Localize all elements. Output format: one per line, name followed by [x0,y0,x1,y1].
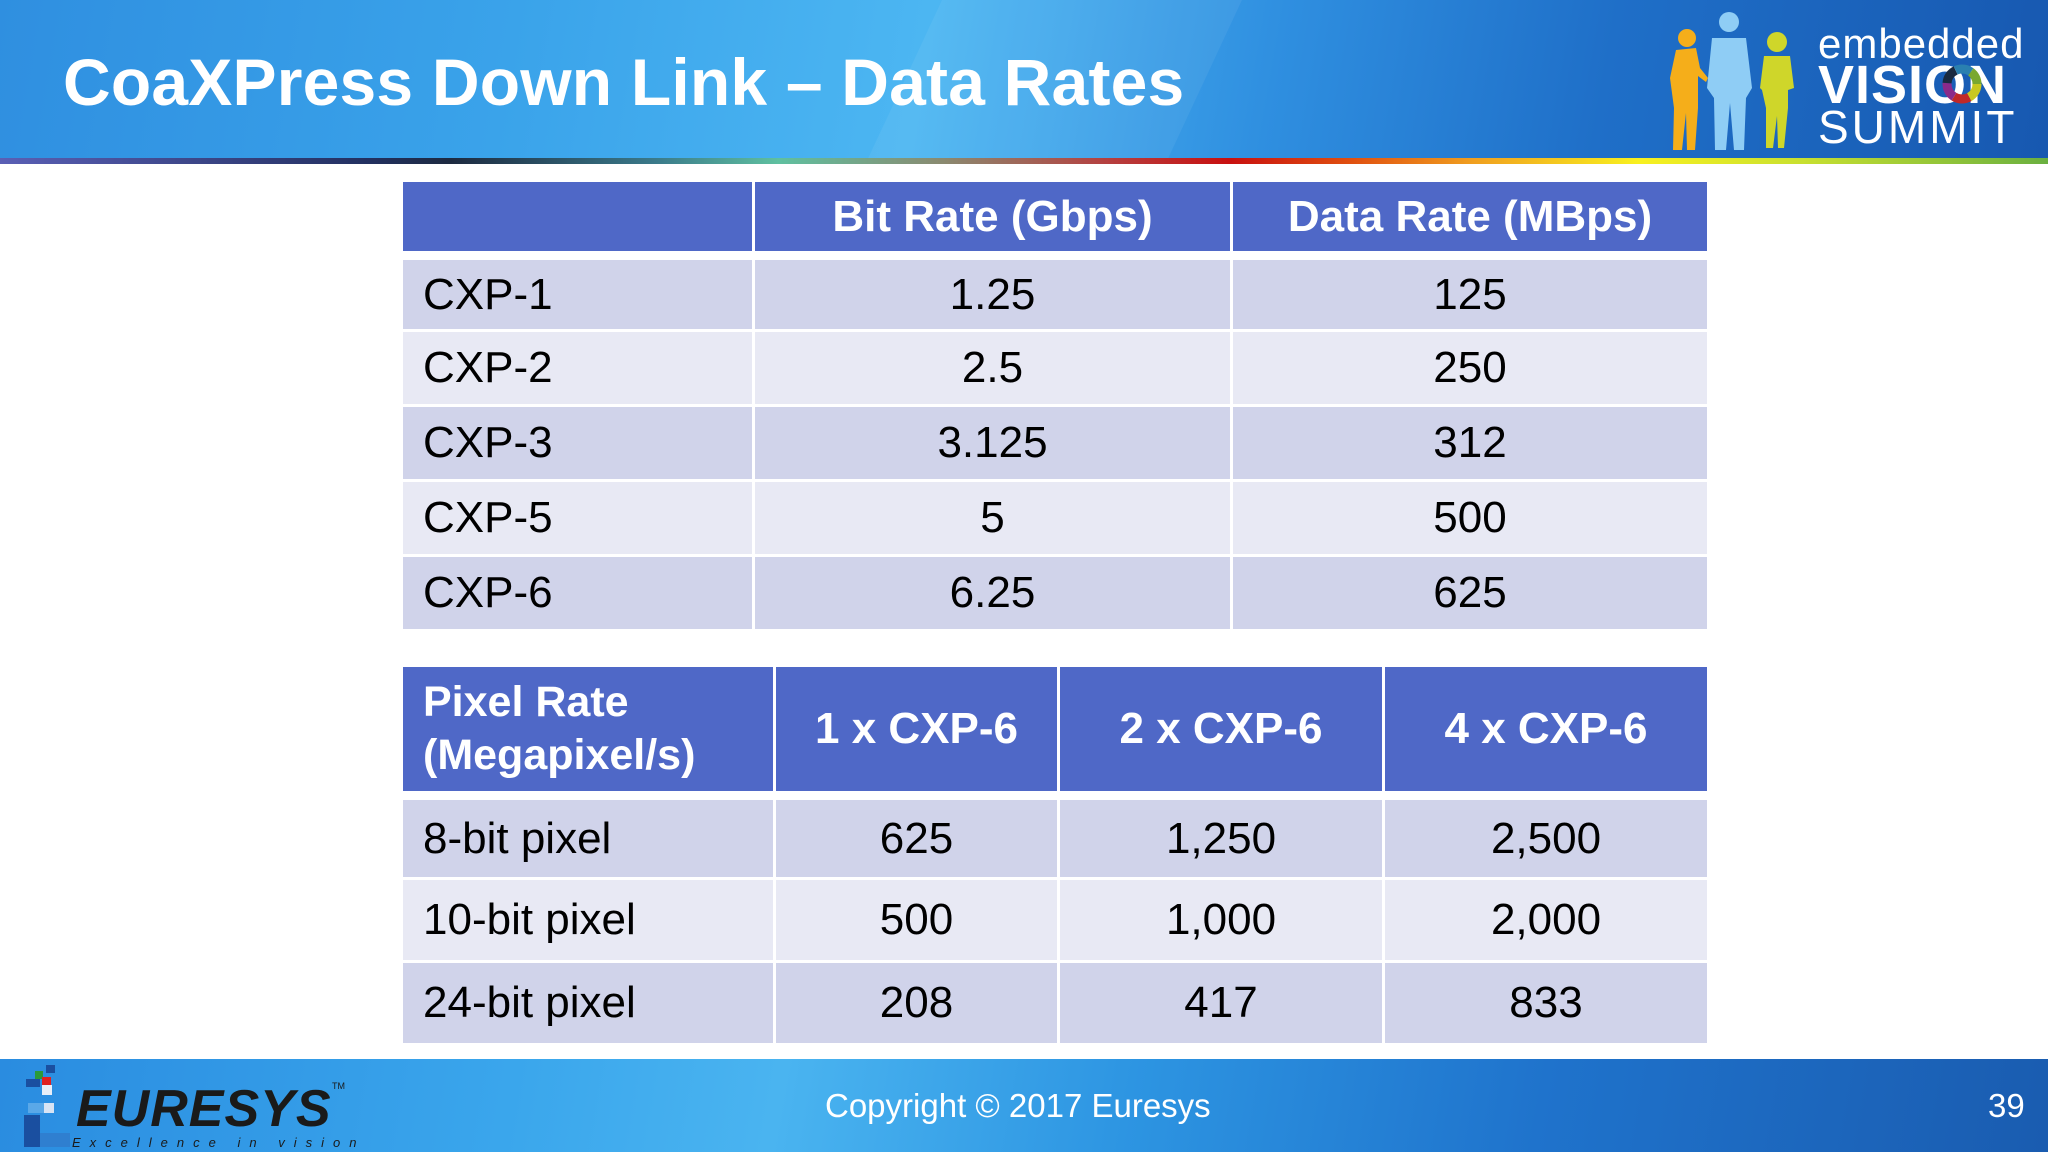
table2-row-label: 8-bit pixel [403,800,773,877]
table2-cell: 2,000 [1385,880,1707,960]
copyright-text: Copyright © 2017 Euresys [825,1087,1211,1124]
logo-square [35,1071,43,1079]
footer-bar [0,1059,2048,1152]
table1-cell: 3.125 [755,407,1230,479]
color-wheel-icon [1942,64,1982,104]
logo-square [46,1065,55,1073]
logo-square [42,1077,51,1085]
logo-square [24,1115,40,1147]
table1-cell: 125 [1233,260,1707,329]
table1-cell: 6.25 [755,557,1230,629]
table1-row-label: CXP-3 [403,407,752,479]
table1-cell: 625 [1233,557,1707,629]
table1-row-label: CXP-1 [403,260,752,329]
table2-header-1x: 1 x CXP-6 [776,667,1057,791]
table2-header-2x: 2 x CXP-6 [1060,667,1382,791]
embedded-vision-summit-logo: embedded VISION SUMMIT [1660,8,2030,158]
table2-cell: 1,000 [1060,880,1382,960]
trademark-symbol: TM [332,1081,345,1091]
table2-cell: 208 [776,963,1057,1043]
table2-header-pixel-rate: Pixel Rate (Megapixel/s) [403,667,773,791]
euresys-tagline: Excellence in vision [72,1135,366,1150]
table1-cell: 500 [1233,482,1707,554]
euresys-logo: EURESYS TM Excellence in vision [18,1063,356,1151]
table2-header-line1: Pixel Rate [423,678,629,726]
logo-square [42,1085,52,1095]
table2-cell: 833 [1385,963,1707,1043]
table1-row-label: CXP-6 [403,557,752,629]
table2-header-line2: (Megapixel/s) [423,731,696,779]
rainbow-divider [0,158,2048,164]
table1-header-data-rate: Data Rate (MBps) [1233,182,1707,251]
table2-cell: 417 [1060,963,1382,1043]
people-silhouettes-icon [1670,12,1794,150]
table2-cell: 500 [776,880,1057,960]
table2-cell: 1,250 [1060,800,1382,877]
table2-row-label: 10-bit pixel [403,880,773,960]
table1-cell: 1.25 [755,260,1230,329]
table1-header-blank [403,182,752,251]
page-number: 39 [1988,1087,2025,1124]
table2-cell: 625 [776,800,1057,877]
logo-embedded-text: embedded [1818,20,2025,67]
logo-square [44,1103,54,1113]
table2-header-4x: 4 x CXP-6 [1385,667,1707,791]
logo-summit-text: SUMMIT [1818,101,2018,153]
table1-cell: 312 [1233,407,1707,479]
logo-square [40,1133,70,1147]
table1-cell: 2.5 [755,332,1230,404]
logo-square [28,1103,44,1113]
table2-row-label: 24-bit pixel [403,963,773,1043]
euresys-wordmark: EURESYS [76,1080,332,1138]
logo-square [26,1079,40,1087]
table1-row-label: CXP-5 [403,482,752,554]
table1-cell: 5 [755,482,1230,554]
table1-row-label: CXP-2 [403,332,752,404]
table1-header-bit-rate: Bit Rate (Gbps) [755,182,1230,251]
table2-cell: 2,500 [1385,800,1707,877]
table1-cell: 250 [1233,332,1707,404]
slide-title: CoaXPress Down Link – Data Rates [63,45,1185,119]
